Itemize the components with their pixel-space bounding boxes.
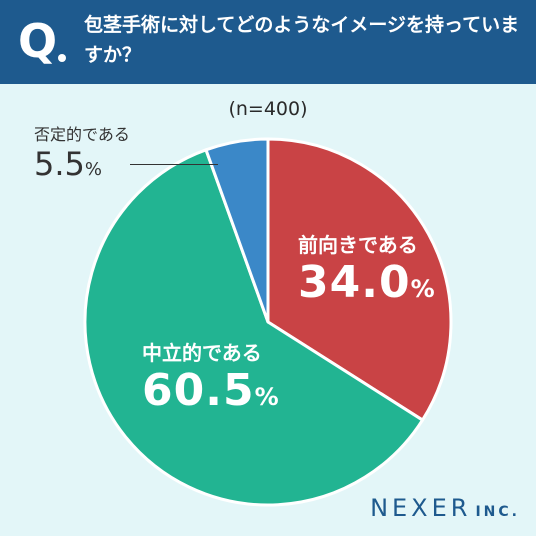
slice-name-neutral: 中立的である [142, 341, 262, 365]
leader-line-negative [130, 164, 218, 165]
slice-value-negative: 5.5% [34, 145, 102, 183]
slice-value-positive: 34.0% [298, 257, 436, 308]
slice-label-neutral: 中立的である 60.5% [142, 340, 280, 422]
question-text: 包茎手術に対してどのようなイメージを持っていますか？ [84, 14, 520, 66]
logo-sub-text: INC. [475, 504, 520, 520]
slice-name-positive: 前向きである [298, 233, 418, 257]
slice-name-negative: 否定的である [34, 125, 130, 144]
pie-slice-negative [204, 137, 270, 324]
q-dot [58, 54, 66, 62]
nexer-logo: NEXER INC. [370, 494, 520, 522]
q-mark: Q [18, 14, 78, 70]
logo-main-text: NEXER [370, 494, 472, 522]
pie-slice-neutral [83, 148, 425, 507]
slice-label-negative: 否定的である 5.5% [34, 124, 130, 188]
slice-value-neutral: 60.5% [142, 365, 280, 416]
q-letter: Q [18, 14, 58, 68]
slice-label-positive: 前向きである 34.0% [298, 232, 436, 314]
sample-size: (n=400) [228, 98, 308, 120]
question-header: Q 包茎手術に対してどのようなイメージを持っていますか？ [0, 0, 536, 84]
